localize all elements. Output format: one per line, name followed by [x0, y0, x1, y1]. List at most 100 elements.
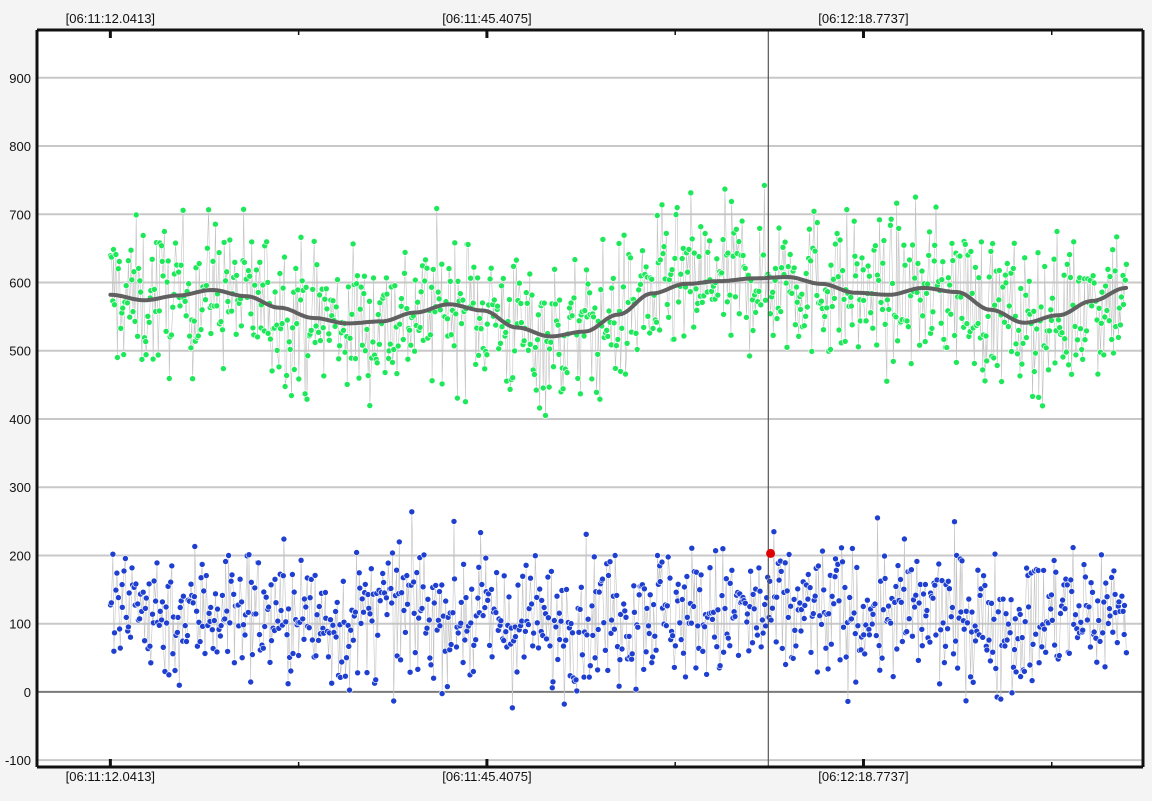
series-1-point: [731, 613, 739, 620]
series-1-point: [683, 573, 691, 580]
series-1-point: [553, 592, 561, 600]
series-0-point: [1098, 288, 1106, 296]
series-0-point: [446, 277, 454, 285]
series-0-point: [739, 252, 747, 259]
series-0-point: [352, 355, 359, 362]
series-1-point: [634, 623, 642, 631]
series-0-point: [985, 273, 993, 281]
series-1-point: [492, 609, 500, 616]
series-1-point: [789, 655, 797, 662]
series-0-point: [610, 319, 618, 327]
series-1-point: [622, 613, 630, 621]
series-0-point: [584, 280, 592, 288]
series-0-point: [620, 231, 628, 239]
series-0-point: [1034, 249, 1042, 256]
series-1-point: [645, 630, 653, 637]
series-1-point: [512, 633, 519, 640]
series-1-point: [200, 587, 207, 595]
series-1-point: [761, 601, 769, 608]
series-0-point: [1102, 282, 1109, 290]
series-1-point: [769, 604, 776, 612]
series-0-point: [1017, 285, 1025, 292]
series-0-point: [1083, 327, 1090, 335]
series-0-point: [293, 320, 301, 327]
series-1-point: [833, 566, 840, 574]
series-0-point: [271, 288, 279, 296]
series-0-point: [195, 332, 202, 340]
series-0-point: [532, 344, 539, 351]
series-0-point: [552, 300, 559, 308]
series-1-point: [449, 609, 457, 617]
series-1-point: [669, 632, 676, 640]
series-0-point: [1113, 233, 1120, 241]
series-0-point: [497, 339, 504, 347]
series-1-point: [168, 562, 176, 570]
series-0-point: [840, 296, 848, 303]
series-0-point: [909, 241, 916, 249]
series-1-point: [918, 626, 926, 633]
series-0-point: [335, 355, 343, 363]
series-0-point: [672, 211, 680, 218]
series-1-point: [1123, 649, 1130, 657]
series-0-point: [1042, 344, 1050, 352]
series-1-point: [367, 565, 375, 573]
series-1-point: [778, 645, 786, 652]
series-0-point: [195, 260, 203, 267]
series-0-point: [540, 299, 548, 307]
series-0-point: [1071, 323, 1079, 330]
series-0-point: [451, 239, 459, 247]
series-1-point: [1052, 568, 1060, 576]
series-1-point: [365, 604, 373, 612]
series-1-point: [390, 697, 398, 705]
series-1-point: [557, 617, 565, 625]
series-1-point: [156, 607, 164, 615]
series-1-point: [1109, 628, 1117, 636]
series-1-point: [509, 704, 516, 712]
series-1-point: [1005, 620, 1012, 628]
series-1-point: [459, 659, 467, 666]
series-0-point: [968, 289, 976, 297]
series-0-point: [678, 255, 686, 262]
series-1-point: [554, 656, 562, 663]
series-0-point: [575, 317, 583, 325]
series-0-point: [354, 272, 361, 280]
series-0-point: [506, 385, 514, 393]
series-0-point: [1115, 334, 1122, 341]
series-0-point: [555, 350, 563, 358]
series-0-point: [320, 372, 328, 380]
series-0-point: [877, 299, 885, 306]
series-0-point: [1106, 273, 1114, 280]
series-0-point: [551, 265, 558, 273]
series-1-point: [219, 592, 226, 599]
series-1-point: [1032, 630, 1039, 638]
series-0-point: [727, 331, 735, 339]
series-0-point: [720, 311, 727, 318]
series-0-point: [858, 254, 866, 262]
series-0-point: [203, 282, 210, 289]
y-tick-label: 600: [9, 275, 31, 290]
series-1-point: [315, 603, 323, 610]
series-1-point: [1111, 591, 1119, 598]
series-0-point: [1118, 293, 1125, 301]
series-1-point: [383, 611, 391, 618]
series-0-point: [880, 237, 888, 244]
series-1-point: [911, 603, 918, 611]
series-1-point: [864, 596, 871, 604]
series-1-point: [158, 616, 165, 624]
series-1-point: [424, 595, 432, 603]
series-1-point: [1080, 561, 1088, 568]
series-0-point: [588, 375, 596, 383]
series-1-point: [189, 599, 197, 607]
series-1-point: [203, 572, 210, 579]
series-0-point: [889, 358, 897, 365]
series-1-point: [836, 656, 844, 664]
series-0-point: [887, 222, 894, 229]
series-0-point: [612, 365, 619, 372]
series-1-point: [1056, 652, 1063, 659]
series-1-point: [1101, 663, 1109, 671]
series-1-point: [652, 646, 660, 654]
series-1-point: [791, 626, 799, 634]
series-1-point: [1021, 668, 1028, 675]
series-0-point: [427, 331, 434, 339]
